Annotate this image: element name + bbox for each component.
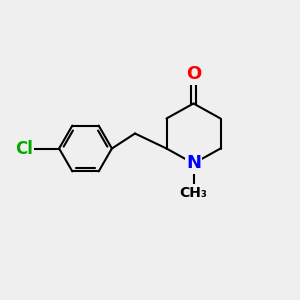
Text: N: N [186, 154, 201, 172]
Text: O: O [186, 65, 201, 83]
Text: CH₃: CH₃ [180, 186, 207, 200]
Text: Cl: Cl [15, 140, 33, 158]
